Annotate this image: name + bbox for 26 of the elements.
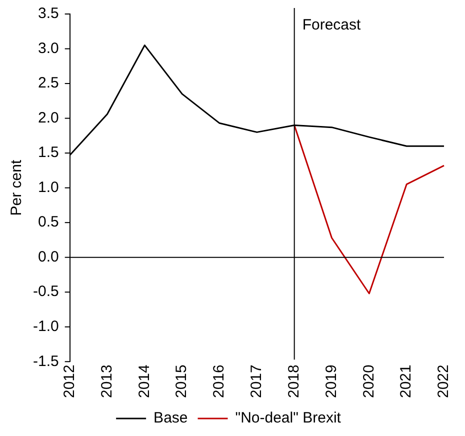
x-tick-label: 2014 — [136, 364, 153, 398]
x-tick-label: 2018 — [285, 364, 302, 398]
y-tick-label: 0.0 — [38, 248, 59, 266]
y-tick-label: -0.5 — [32, 283, 59, 300]
y-tick-label: 3.0 — [38, 40, 59, 57]
y-tick-label: 3.5 — [38, 5, 59, 22]
y-tick-label: 0.5 — [38, 214, 59, 231]
legend-label: Base — [154, 410, 188, 427]
y-tick-label: 1.5 — [38, 144, 59, 162]
x-tick-label: 2012 — [60, 364, 78, 398]
y-tick-label: -1.5 — [32, 352, 59, 370]
x-tick-label: 2020 — [360, 364, 378, 398]
x-tick-label: 2021 — [398, 364, 415, 398]
y-tick-label: -1.0 — [32, 318, 59, 336]
y-tick-label: 2.5 — [38, 74, 59, 92]
legend-label: "No-deal" Brexit — [235, 410, 342, 427]
y-axis-title: Per cent — [8, 159, 26, 216]
x-tick-label: 2019 — [322, 364, 340, 398]
x-tick-label: 2016 — [210, 364, 228, 398]
x-tick-label: 2022 — [435, 364, 452, 398]
x-tick-label: 2013 — [98, 364, 116, 398]
y-tick-label: 2.0 — [38, 109, 59, 126]
ref-line-label: Forecast — [302, 16, 362, 34]
x-tick-label: 2017 — [248, 364, 266, 398]
y-tick-label: 1.0 — [38, 178, 59, 196]
x-tick-label: 2015 — [173, 364, 190, 398]
